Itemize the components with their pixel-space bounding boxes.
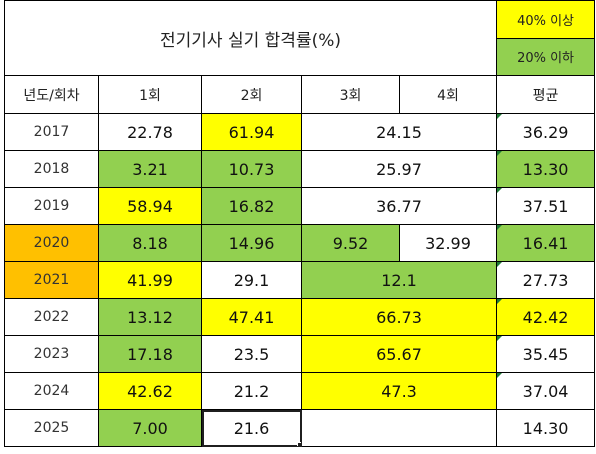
table-row: 2023 17.18 23.5 65.67 35.45 — [4, 335, 596, 373]
average-cell[interactable]: 37.04 — [496, 372, 596, 410]
legend-low[interactable]: 20% 이하 — [496, 37, 596, 76]
round-3-cell[interactable]: 9.52 — [301, 224, 400, 262]
year-cell[interactable]: 2021 — [4, 261, 99, 299]
round-1-cell[interactable]: 13.12 — [98, 298, 202, 336]
round-1-cell[interactable]: 7.00 — [98, 409, 202, 447]
round-2-cell[interactable]: 47.41 — [201, 298, 302, 336]
round-3-4-cell[interactable]: 66.73 — [300, 298, 498, 336]
year-cell[interactable]: 2025 — [4, 409, 99, 447]
round-2-cell[interactable]: 23.5 — [201, 335, 302, 373]
header-round-4[interactable]: 4회 — [398, 75, 498, 114]
table-row: 2017 22.78 61.94 24.15 36.29 — [4, 113, 596, 151]
round-3-4-cell[interactable] — [300, 409, 498, 447]
year-cell[interactable]: 2017 — [4, 113, 99, 151]
round-2-cell[interactable]: 61.94 — [201, 113, 302, 151]
table-title[interactable]: 전기기사 실기 합격률(%) — [3, 0, 498, 76]
round-1-cell[interactable]: 42.62 — [98, 372, 202, 410]
round-3-4-cell[interactable]: 12.1 — [300, 261, 498, 299]
round-1-cell[interactable]: 41.99 — [98, 261, 202, 299]
table-row: 2025 7.00 21.6 14.30 — [4, 409, 596, 447]
round-2-cell[interactable]: 14.96 — [201, 224, 302, 262]
pass-rate-table: 전기기사 실기 합격률(%) 40% 이상 20% 이하 년도/회차 1회 2회… — [3, 0, 596, 447]
table-row: 2020 8.18 14.96 9.52 32.99 16.41 — [4, 224, 596, 262]
header-round-2[interactable]: 2회 — [201, 75, 302, 114]
round-3-4-cell[interactable]: 36.77 — [300, 187, 498, 225]
round-3-4-cell[interactable]: 47.3 — [300, 372, 498, 410]
table-row: 2018 3.21 10.73 25.97 13.30 — [4, 150, 596, 188]
year-cell[interactable]: 2018 — [4, 150, 99, 188]
round-3-4-cell[interactable]: 25.97 — [300, 150, 498, 188]
round-1-cell[interactable]: 22.78 — [98, 113, 202, 151]
round-2-cell-selected[interactable]: 21.6 — [201, 409, 302, 447]
year-cell[interactable]: 2023 — [4, 335, 99, 373]
round-1-cell[interactable]: 58.94 — [98, 187, 202, 225]
table-row: 2024 42.62 21.2 47.3 37.04 — [4, 372, 596, 410]
average-cell[interactable]: 27.73 — [496, 261, 596, 299]
round-2-cell[interactable]: 21.2 — [201, 372, 302, 410]
round-2-cell[interactable]: 10.73 — [201, 150, 302, 188]
average-cell[interactable]: 36.29 — [496, 113, 596, 151]
round-2-cell[interactable]: 29.1 — [201, 261, 302, 299]
average-cell[interactable]: 16.41 — [496, 224, 596, 262]
average-cell[interactable]: 37.51 — [496, 187, 596, 225]
round-4-cell[interactable]: 32.99 — [398, 224, 498, 262]
round-1-cell[interactable]: 3.21 — [98, 150, 202, 188]
round-1-cell[interactable]: 8.18 — [98, 224, 202, 262]
legend-high[interactable]: 40% 이상 — [496, 0, 596, 39]
header-average[interactable]: 평균 — [496, 75, 596, 114]
average-cell[interactable]: 14.30 — [496, 409, 596, 447]
header-year[interactable]: 년도/회차 — [4, 75, 99, 114]
round-3-4-cell[interactable]: 24.15 — [300, 113, 498, 151]
table-row: 2022 13.12 47.41 66.73 42.42 — [4, 298, 596, 336]
round-1-cell[interactable]: 17.18 — [98, 335, 202, 373]
table-row: 2019 58.94 16.82 36.77 37.51 — [4, 187, 596, 225]
round-3-4-cell[interactable]: 65.67 — [300, 335, 498, 373]
average-cell[interactable]: 42.42 — [496, 298, 596, 336]
year-cell[interactable]: 2020 — [4, 224, 99, 262]
average-cell[interactable]: 13.30 — [496, 150, 596, 188]
header-round-1[interactable]: 1회 — [98, 75, 202, 114]
header-round-3[interactable]: 3회 — [301, 75, 400, 114]
round-2-cell[interactable]: 16.82 — [201, 187, 302, 225]
year-cell[interactable]: 2019 — [4, 187, 99, 225]
year-cell[interactable]: 2024 — [4, 372, 99, 410]
table-row: 2021 41.99 29.1 12.1 27.73 — [4, 261, 596, 299]
average-cell[interactable]: 35.45 — [496, 335, 596, 373]
year-cell[interactable]: 2022 — [4, 298, 99, 336]
